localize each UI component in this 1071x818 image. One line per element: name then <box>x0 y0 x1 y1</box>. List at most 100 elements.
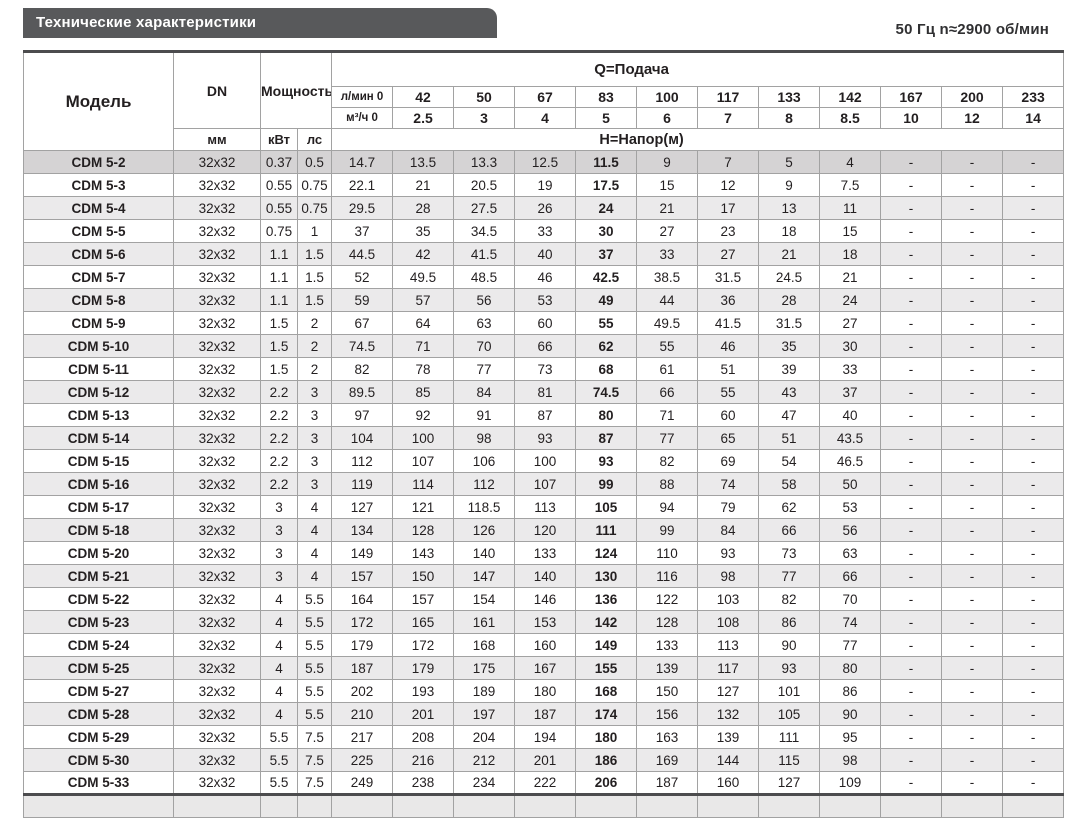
table-row: CDM 5-14 32x32 2.2 3 104 100 98 93 87 77 65 51 43.5-… <box>23 426 1065 450</box>
head-cell: 115 <box>758 748 821 772</box>
head-cell: - <box>880 587 943 611</box>
head-cell: 169 <box>636 748 699 772</box>
head-cell: 201 <box>514 748 577 772</box>
head-cell: 113 <box>697 633 760 657</box>
head-cell: 21 <box>758 242 821 266</box>
head-cell: 11 <box>819 196 882 220</box>
head-cell: - <box>941 587 1004 611</box>
dn-cell: 32x32 <box>173 150 261 174</box>
head-cell: 66 <box>819 564 882 588</box>
head-cell: 49.5 <box>636 311 699 335</box>
dn-cell: 32x32 <box>173 518 261 542</box>
head-cell: 86 <box>819 679 882 703</box>
head-cell: 127 <box>758 771 821 795</box>
head-cell: 100 <box>392 426 455 450</box>
table-row: CDM 5-10 32x32 1.5 2 74.5 71 70 66 62 55 46 35 30- - - <box>23 334 1065 358</box>
head-cell: - <box>1002 472 1065 496</box>
head-cell: 27.5 <box>453 196 516 220</box>
head-cell: 160 <box>514 633 577 657</box>
head-cell: 63 <box>819 541 882 565</box>
head-cell: 222 <box>514 771 577 795</box>
table-row: CDM 5-5 32x32 0.75 1 37 35 34.5 33 30 27 23 18 15- - - <box>23 219 1065 243</box>
column-header-power: Мощность <box>259 51 333 129</box>
head-cell: 69 <box>697 449 760 473</box>
table-row: CDM 5-12 32x32 2.2 3 89.5 85 84 81 74.5 66 55 43 37-… <box>23 380 1065 404</box>
head-cell: - <box>880 748 943 772</box>
head-cell: - <box>1002 587 1065 611</box>
head-cell: - <box>1002 771 1065 795</box>
head-cell: - <box>1002 173 1065 197</box>
flow-m3h-value: 4 <box>514 107 577 129</box>
head-cell: 24 <box>575 196 638 220</box>
hp-cell: 0.75 <box>296 173 333 197</box>
head-cell: 71 <box>636 403 699 427</box>
table-row: CDM 5-16 32x32 2.2 3 119 114 112 107 99 88 74 58 50-… <box>23 472 1065 496</box>
head-cell: 47 <box>758 403 821 427</box>
header-row-lmin: л/мин 0 42 50 67 83 100 117 133 142 167 200 233 <box>24 86 1065 108</box>
head-cell: 104 <box>331 426 394 450</box>
header-row-m3h: м³/ч 0 2.5 3 4 5 6 7 8 8.5 10 12 14 <box>24 107 1065 129</box>
head-cell: 56 <box>453 288 516 312</box>
model-cell: CDM 5-10 <box>23 334 174 358</box>
dn-cell: 32x32 <box>173 357 261 381</box>
head-cell: 165 <box>392 610 455 634</box>
head-cell: 48.5 <box>453 265 516 289</box>
dn-cell: 32x32 <box>173 219 261 243</box>
head-cell: - <box>880 633 943 657</box>
head-cell: - <box>880 472 943 496</box>
table-row: CDM 5-4 32x32 0.55 0.75 29.5 28 27.5 26 24 21 17 13… <box>23 196 1065 220</box>
head-cell: - <box>941 173 1004 197</box>
model-cell: CDM 5-15 <box>23 449 174 473</box>
head-cell: 140 <box>453 541 516 565</box>
head-cell: - <box>1002 541 1065 565</box>
hp-cell: 7.5 <box>296 725 333 749</box>
head-cell: - <box>880 196 943 220</box>
flow-m3h-value: 3 <box>453 107 516 129</box>
head-cell: 150 <box>392 564 455 588</box>
clipped-cell <box>331 793 394 818</box>
kw-cell: 4 <box>260 702 298 726</box>
kw-cell: 1.1 <box>260 242 298 266</box>
model-cell: CDM 5-8 <box>23 288 174 312</box>
unit-hp: лс <box>296 128 333 151</box>
head-cell: - <box>1002 311 1065 335</box>
head-cell: 49 <box>575 288 638 312</box>
head-cell: - <box>1002 242 1065 266</box>
dn-cell: 32x32 <box>173 334 261 358</box>
datasheet-page: { "header": { "title": "Технические хара… <box>23 8 1065 818</box>
head-cell: - <box>941 702 1004 726</box>
dn-cell: 32x32 <box>173 288 261 312</box>
head-cell: 56 <box>819 518 882 542</box>
head-cell: 85 <box>392 380 455 404</box>
hp-cell: 7.5 <box>296 771 333 795</box>
flow-m3h-value: 14 <box>1002 107 1065 129</box>
head-cell: 160 <box>697 771 760 795</box>
hp-cell: 2 <box>296 357 333 381</box>
head-cell: 40 <box>514 242 577 266</box>
clipped-cell <box>296 793 333 818</box>
head-cell: - <box>880 173 943 197</box>
hp-cell: 5.5 <box>296 679 333 703</box>
head-cell: 42.5 <box>575 265 638 289</box>
head-cell: 194 <box>514 725 577 749</box>
head-cell: 210 <box>331 702 394 726</box>
head-cell: 26 <box>514 196 577 220</box>
head-cell: 187 <box>514 702 577 726</box>
head-cell: 18 <box>758 219 821 243</box>
head-cell: 127 <box>697 679 760 703</box>
clipped-cell <box>880 793 943 818</box>
head-cell: 78 <box>392 357 455 381</box>
hp-cell: 3 <box>296 380 333 404</box>
head-cell: 57 <box>392 288 455 312</box>
head-cell: 154 <box>453 587 516 611</box>
dn-cell: 32x32 <box>173 748 261 772</box>
head-cell: 180 <box>575 725 638 749</box>
head-cell: - <box>941 265 1004 289</box>
table-row: CDM 5-6 32x32 1.1 1.5 44.5 42 41.5 40 37 33 27 21 18… <box>23 242 1065 266</box>
kw-cell: 3 <box>260 495 298 519</box>
dn-cell: 32x32 <box>173 679 261 703</box>
head-cell: 66 <box>636 380 699 404</box>
hp-cell: 5.5 <box>296 633 333 657</box>
hp-cell: 0.5 <box>296 150 333 174</box>
flow-m3h-value: 6 <box>636 107 699 129</box>
